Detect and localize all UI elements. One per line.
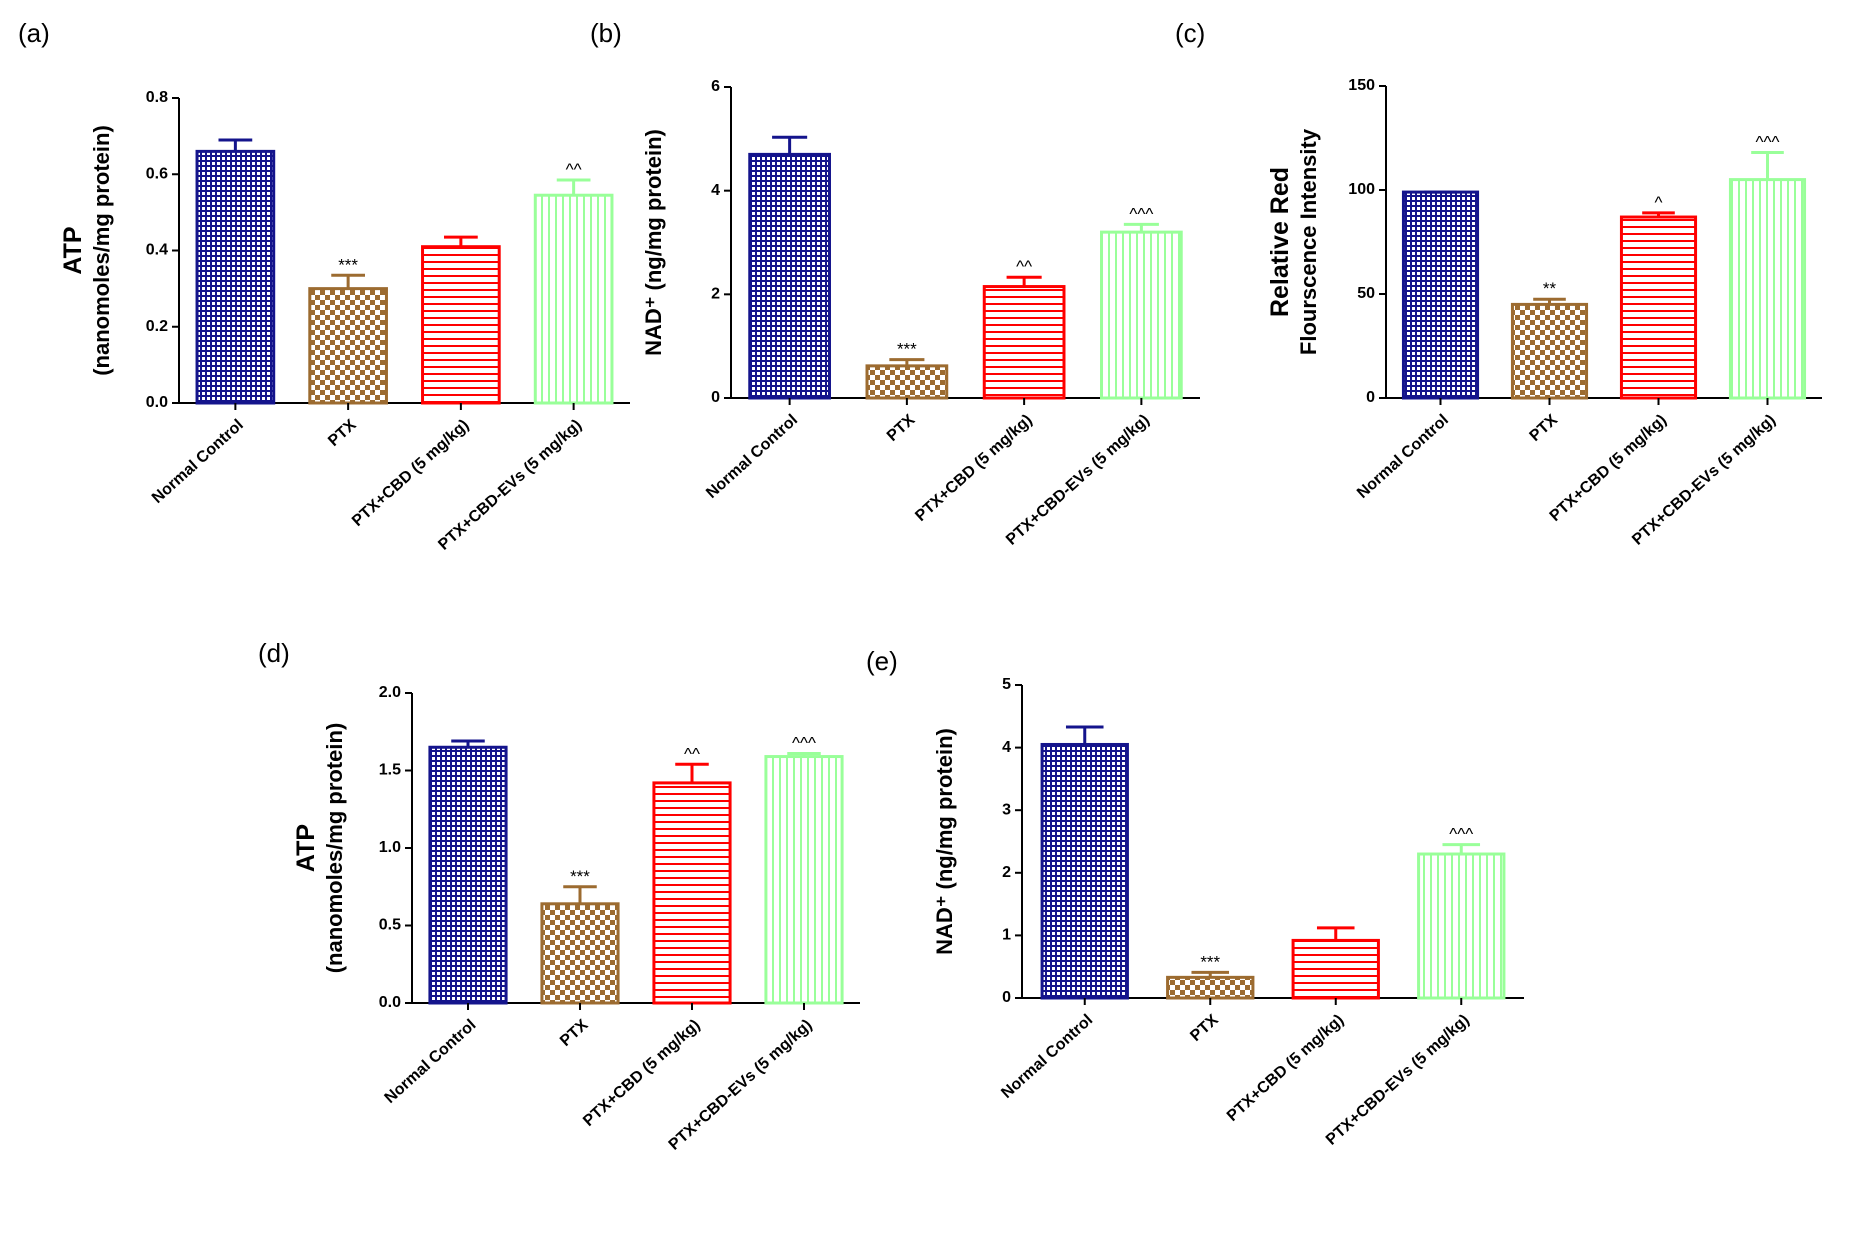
y-tick-label: 0.5 <box>379 917 401 934</box>
significance-label: ^^ <box>566 160 582 179</box>
x-tick-label: PTX+CBD-EVs (5 mg/kg) <box>1323 1011 1473 1148</box>
x-tick-label: PTX+CBD (5 mg/kg) <box>1224 1011 1347 1124</box>
bar <box>1291 938 1380 1000</box>
x-tick-label: Normal Control <box>149 416 247 507</box>
y-axis-label: ATP <box>292 824 320 872</box>
y-tick-label: 4 <box>1002 739 1011 756</box>
bar <box>1728 178 1807 400</box>
bar <box>652 781 732 1005</box>
significance-label: ^^^ <box>1756 133 1780 152</box>
x-tick-label: PTX <box>1526 411 1561 445</box>
y-axis-label: NAD⁺ (ng/mg protein) <box>641 129 666 356</box>
y-axis-label: NAD⁺ (ng/mg protein) <box>932 728 957 955</box>
y-axis-label: ATP <box>59 226 87 274</box>
significance-label: ^^^ <box>792 733 816 752</box>
significance-label: ^ <box>1655 193 1663 212</box>
significance-label: ^^ <box>684 744 700 763</box>
y-tick-label: 0 <box>1002 989 1011 1006</box>
bar <box>195 149 276 405</box>
x-tick-label: Normal Control <box>382 1016 480 1107</box>
y-tick-label: 0.2 <box>146 318 168 335</box>
significance-label: ^^^ <box>1449 825 1473 844</box>
bar <box>1166 975 1255 1000</box>
y-tick-label: 150 <box>1348 77 1375 94</box>
y-tick-label: 2 <box>1002 864 1011 881</box>
y-axis-label: Relative Red <box>1266 167 1294 317</box>
y-tick-label: 0.8 <box>146 89 168 106</box>
y-tick-label: 2 <box>711 286 720 303</box>
x-tick-label: PTX+CBD (5 mg/kg) <box>580 1016 703 1129</box>
bar <box>540 902 620 1005</box>
x-tick-label: PTX+CBD (5 mg/kg) <box>1547 411 1670 524</box>
significance-label: *** <box>897 340 917 359</box>
y-tick-label: 50 <box>1357 285 1375 302</box>
y-axis-label: Flourscence Intensity <box>1296 128 1321 355</box>
panel-label: (b) <box>590 18 622 48</box>
y-tick-label: 2.0 <box>379 684 401 701</box>
bar <box>428 745 508 1005</box>
significance-label: *** <box>338 255 358 274</box>
bar <box>764 755 844 1005</box>
y-tick-label: 1.0 <box>379 839 401 856</box>
y-axis-label: (nanomoles/mg protein) <box>89 125 114 376</box>
y-tick-label: 0 <box>1366 389 1375 406</box>
y-tick-label: 1 <box>1002 927 1011 944</box>
x-tick-label: Normal Control <box>1354 411 1452 502</box>
panel-label: (d) <box>258 638 290 668</box>
y-tick-label: 0.0 <box>146 394 168 411</box>
x-tick-label: PTX <box>884 411 919 445</box>
panel-label: (e) <box>866 646 898 676</box>
y-axis-label: (nanomoles/mg protein) <box>322 723 347 974</box>
y-tick-label: 100 <box>1348 181 1375 198</box>
x-tick-label: Normal Control <box>998 1011 1096 1102</box>
y-tick-label: 0.4 <box>146 242 168 259</box>
bar <box>1100 230 1183 400</box>
x-tick-label: PTX <box>1187 1011 1222 1045</box>
y-tick-label: 1.5 <box>379 762 401 779</box>
panel-label: (c) <box>1175 18 1205 48</box>
bar <box>1510 302 1589 400</box>
panel-label: (a) <box>18 18 50 48</box>
significance-label: *** <box>1200 952 1220 971</box>
significance-label: ** <box>1543 279 1557 298</box>
y-tick-label: 6 <box>711 78 720 95</box>
y-tick-label: 5 <box>1002 676 1011 693</box>
bar <box>982 285 1066 400</box>
bar <box>748 152 831 400</box>
bar <box>865 364 949 400</box>
bar <box>1401 190 1480 400</box>
significance-label: *** <box>570 867 590 886</box>
y-tick-label: 3 <box>1002 801 1011 818</box>
bar <box>533 193 614 405</box>
bar <box>1619 215 1698 400</box>
x-tick-label: Normal Control <box>703 411 801 502</box>
y-tick-label: 4 <box>711 182 720 199</box>
y-tick-label: 0 <box>711 389 720 406</box>
bar <box>308 287 388 405</box>
y-tick-label: 0.0 <box>379 994 401 1011</box>
significance-label: ^^ <box>1016 257 1032 276</box>
x-tick-label: PTX <box>325 416 360 450</box>
bar <box>1417 852 1506 1000</box>
bar <box>1040 742 1129 1000</box>
x-tick-label: PTX <box>557 1016 592 1050</box>
bar <box>421 245 501 405</box>
x-tick-label: PTX+CBD (5 mg/kg) <box>349 416 472 529</box>
y-tick-label: 0.6 <box>146 165 168 182</box>
significance-label: ^^^ <box>1129 204 1153 223</box>
x-tick-label: PTX+CBD (5 mg/kg) <box>912 411 1035 524</box>
